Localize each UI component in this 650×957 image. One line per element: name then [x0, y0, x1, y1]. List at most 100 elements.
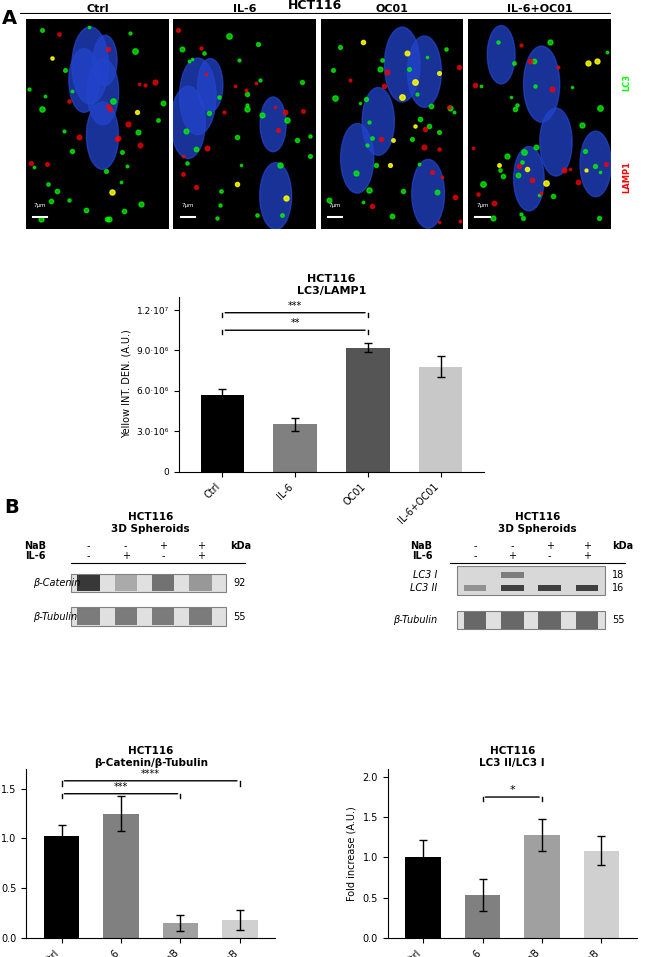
Text: HCT116: HCT116	[288, 0, 343, 12]
Bar	[189, 574, 212, 591]
Text: IL-6+OC01: IL-6+OC01	[507, 5, 573, 14]
Y-axis label: Yellow INT. DEN. (A.U.): Yellow INT. DEN. (A.U.)	[121, 330, 131, 438]
Circle shape	[86, 101, 118, 169]
Bar	[103, 813, 139, 938]
Text: A: A	[1, 9, 17, 28]
Text: +: +	[546, 541, 554, 551]
Bar	[538, 585, 561, 590]
Text: -: -	[86, 551, 90, 561]
Bar	[576, 572, 599, 578]
Circle shape	[69, 49, 99, 112]
Text: IL-6: IL-6	[412, 551, 432, 561]
Bar	[576, 585, 599, 590]
Bar	[406, 857, 441, 938]
Circle shape	[580, 131, 611, 197]
Bar	[71, 608, 226, 626]
Circle shape	[179, 58, 216, 135]
Y-axis label: Fold increase (A.U.): Fold increase (A.U.)	[347, 806, 357, 901]
Bar	[463, 585, 486, 590]
Circle shape	[408, 36, 441, 107]
Bar	[463, 572, 486, 578]
Bar	[501, 585, 523, 590]
Text: 55: 55	[612, 615, 625, 625]
Bar	[114, 574, 137, 591]
Text: 55: 55	[233, 612, 246, 622]
Circle shape	[540, 108, 572, 176]
Bar	[463, 612, 486, 629]
Text: 7μm: 7μm	[329, 203, 341, 209]
Circle shape	[87, 58, 118, 125]
Text: kDa: kDa	[231, 541, 252, 551]
Text: -: -	[548, 551, 551, 561]
Text: +: +	[196, 541, 205, 551]
Bar	[222, 920, 257, 938]
Bar	[44, 836, 79, 938]
Bar	[152, 609, 174, 625]
Text: β-Catenin: β-Catenin	[34, 578, 81, 588]
Text: B: B	[5, 499, 20, 518]
Text: NaB: NaB	[411, 541, 432, 551]
Text: ****: ****	[141, 768, 160, 779]
Text: +: +	[583, 551, 591, 561]
Text: +: +	[122, 551, 130, 561]
Bar	[576, 612, 599, 629]
Text: HCT116
3D Spheroids: HCT116 3D Spheroids	[111, 512, 190, 534]
Bar	[458, 567, 604, 595]
Bar	[77, 574, 99, 591]
Text: 7μm: 7μm	[476, 203, 489, 209]
Text: Ctrl: Ctrl	[86, 5, 109, 14]
Bar	[419, 367, 462, 472]
Text: -: -	[86, 541, 90, 551]
Circle shape	[362, 87, 395, 155]
Text: LC3 I: LC3 I	[413, 569, 437, 580]
Text: 16: 16	[612, 583, 624, 592]
Circle shape	[488, 26, 515, 84]
Text: β-Tubulin: β-Tubulin	[34, 612, 77, 622]
Text: LAMP1: LAMP1	[622, 161, 630, 192]
Circle shape	[198, 58, 223, 112]
Circle shape	[93, 35, 117, 85]
Text: NaB: NaB	[24, 541, 46, 551]
Circle shape	[384, 27, 420, 101]
Circle shape	[171, 86, 205, 159]
Text: LC3 II: LC3 II	[410, 583, 437, 592]
Bar	[584, 851, 619, 938]
Bar	[77, 609, 99, 625]
Text: -: -	[473, 541, 476, 551]
Bar	[501, 572, 523, 578]
Bar	[201, 395, 244, 472]
Text: OC01: OC01	[376, 5, 409, 14]
Text: 18: 18	[612, 569, 624, 580]
Text: kDa: kDa	[612, 541, 633, 551]
Text: -: -	[161, 551, 165, 561]
Circle shape	[523, 46, 560, 122]
Title: HCT116
β-Catenin/β-Tubulin: HCT116 β-Catenin/β-Tubulin	[94, 746, 208, 768]
Text: -: -	[510, 541, 514, 551]
Bar	[346, 347, 390, 472]
Text: 92: 92	[233, 578, 245, 588]
Text: IL-6: IL-6	[233, 5, 257, 14]
Circle shape	[341, 123, 374, 193]
Text: ***: ***	[114, 782, 128, 791]
Text: β-Tubulin: β-Tubulin	[393, 615, 437, 625]
Bar	[524, 835, 560, 938]
Bar	[538, 572, 561, 578]
Text: **: **	[291, 319, 300, 328]
Bar	[538, 612, 561, 629]
Bar	[189, 609, 212, 625]
Text: ***: ***	[288, 300, 302, 311]
Bar	[273, 425, 317, 472]
Bar	[162, 923, 198, 938]
Text: +: +	[583, 541, 591, 551]
Bar	[71, 573, 226, 592]
Bar	[501, 612, 523, 629]
Circle shape	[514, 146, 544, 211]
Bar	[114, 609, 137, 625]
Text: 7μm: 7μm	[181, 203, 194, 209]
Circle shape	[260, 163, 292, 230]
Title: HCT116
LC3/LAMP1: HCT116 LC3/LAMP1	[297, 275, 366, 296]
Text: *: *	[510, 785, 515, 794]
Circle shape	[260, 97, 286, 152]
Text: LC3: LC3	[622, 74, 630, 91]
Text: HCT116
3D Spheroids: HCT116 3D Spheroids	[498, 512, 577, 534]
